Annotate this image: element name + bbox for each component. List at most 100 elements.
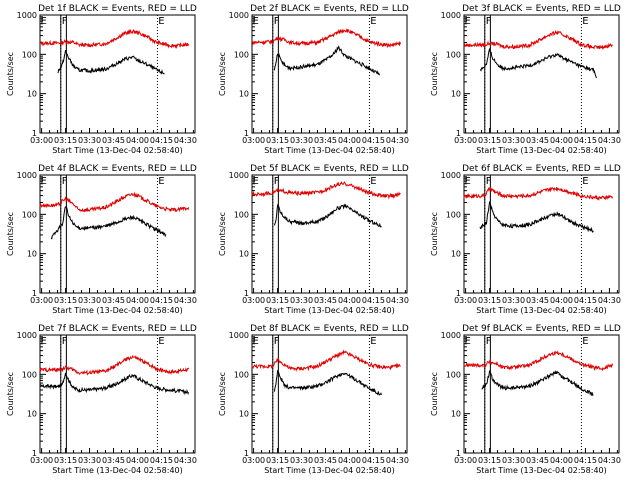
y-tick-label: 1 [32,289,37,298]
plot-frame [39,334,196,454]
plot-frame [39,14,196,134]
x-tick-label: 03:00 [242,456,265,465]
x-tick-label: 04:30 [174,296,197,305]
x-tick-label: 03:00 [454,136,477,145]
x-axis-label: Start Time (13-Dec-04 02:58:40) [264,306,395,315]
plot-frame [251,174,408,294]
x-tick-label: 04:30 [598,296,621,305]
x-tick-label: 04:30 [598,456,621,465]
x-axis-label: Start Time (13-Dec-04 02:58:40) [52,306,183,315]
x-tick-label: 04:15 [362,296,385,305]
y-tick-label: 1 [456,449,461,458]
marker-label: F [62,336,68,347]
plot-panel: Det 6f BLACK = Events, RED = LLD 1 10 100 10… [430,164,621,315]
x-tick-label: 03:00 [30,456,53,465]
y-tick-label: 1000 [229,171,249,180]
x-tick-label: 03:30 [78,136,101,145]
y-tick-label: 10 [451,410,461,419]
x-tick-label: 03:30 [78,296,101,305]
y-axis-label: Counts/sec [218,212,227,256]
plot-frame [463,174,620,294]
series-line-black [481,369,594,396]
plot-title: Det 9f BLACK = Events, RED = LLD [462,324,621,334]
marker-label: E [158,16,164,27]
y-tick-label: 100 [446,50,461,59]
y-tick-label: 1 [244,289,249,298]
x-tick-label: 04:30 [386,296,409,305]
x-tick-label: 04:00 [126,456,149,465]
y-tick-label: 100 [22,370,37,379]
marker-label: F [486,336,492,347]
marker-label: E [40,16,46,27]
x-tick-label: 04:15 [574,296,597,305]
series-line-red [251,181,401,200]
y-tick-label: 10 [239,90,249,99]
y-tick-label: 1000 [17,171,37,180]
y-tick-label: 1000 [441,171,461,180]
y-tick-label: 1 [456,129,461,138]
y-tick-label: 100 [234,370,249,379]
series-line-red [39,354,190,376]
x-tick-label: 04:30 [174,136,197,145]
series-line-black [57,49,165,75]
plot-frame [251,14,408,134]
x-tick-label: 04:00 [126,296,149,305]
y-tick-label: 10 [27,250,37,259]
plot-title: Det 2f BLACK = Events, RED = LLD [250,4,409,14]
plot-frame [251,334,408,454]
marker-label: F [62,176,68,187]
series-line-black [39,372,190,396]
x-tick-label: 04:15 [150,136,173,145]
plot-title: Det 5f BLACK = Events, RED = LLD [250,164,409,174]
y-axis-label: Counts/sec [430,52,439,96]
x-tick-label: 04:15 [150,296,173,305]
x-tick-label: 03:45 [102,136,125,145]
series-line-black [273,370,382,396]
y-tick-label: 100 [234,50,249,59]
y-tick-label: 1 [456,289,461,298]
marker-label: E [158,176,164,187]
series-line-black [480,48,598,79]
marker-label: F [486,16,492,27]
x-tick-label: 03:15 [54,136,77,145]
y-tick-label: 10 [27,90,37,99]
series-line-black [479,201,594,233]
y-tick-label: 10 [451,90,461,99]
plot-frame [463,14,620,134]
marker-label: F [274,336,280,347]
series-line-red [463,186,614,201]
marker-label: E [464,176,470,187]
x-tick-label: 03:30 [78,456,101,465]
y-axis-label: Counts/sec [218,372,227,416]
series-line-red [251,349,401,372]
x-axis-label: Start Time (13-Dec-04 02:58:40) [476,306,607,315]
x-tick-label: 04:00 [550,296,573,305]
plot-title: Det 3f BLACK = Events, RED = LLD [462,4,621,14]
marker-label: E [370,16,376,27]
x-tick-label: 03:15 [266,136,289,145]
y-tick-label: 100 [22,210,37,219]
plot-title: Det 7f BLACK = Events, RED = LLD [38,324,197,334]
marker-label: E [252,176,258,187]
x-tick-label: 03:30 [290,136,313,145]
x-tick-label: 03:00 [454,296,477,305]
marker-label: E [40,336,46,347]
x-tick-label: 03:15 [478,456,501,465]
x-tick-label: 03:45 [314,296,337,305]
marker-label: E [582,16,588,27]
x-axis-label: Start Time (13-Dec-04 02:58:40) [52,466,183,475]
x-axis-label: Start Time (13-Dec-04 02:58:40) [264,146,395,155]
marker-label: E [464,16,470,27]
x-tick-label: 04:30 [598,136,621,145]
marker-label: E [252,16,258,27]
y-axis-label: Counts/sec [430,212,439,256]
y-tick-label: 1 [32,449,37,458]
plot-title: Det 8f BLACK = Events, RED = LLD [250,324,409,334]
y-tick-label: 10 [451,250,461,259]
x-tick-label: 04:00 [550,136,573,145]
series-line-red [39,28,190,49]
x-tick-label: 04:30 [386,136,409,145]
x-tick-label: 04:00 [126,136,149,145]
